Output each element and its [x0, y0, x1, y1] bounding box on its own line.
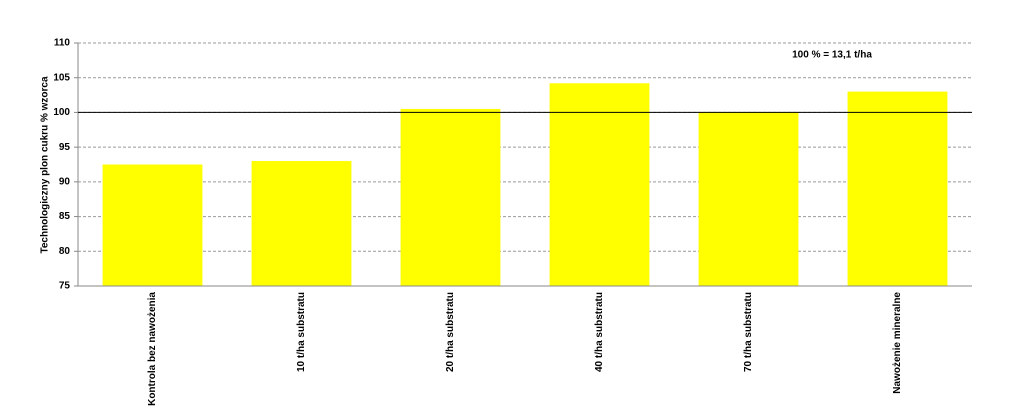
annotation: 100 % = 13,1 t/ha — [792, 50, 872, 61]
y-tick-label: 90 — [59, 176, 71, 187]
y-tick-label: 75 — [59, 281, 71, 292]
y-tick-label: 105 — [53, 72, 70, 83]
y-axis-label: Technologiczny plon cukru % wzorca — [40, 76, 51, 253]
y-tick-label: 80 — [59, 246, 71, 257]
x-tick-label: 40 t/ha substratu — [594, 292, 605, 372]
x-tick-label: Nawożenie mineralne — [892, 292, 903, 394]
bar — [847, 91, 948, 286]
y-tick-label: 100 — [53, 107, 70, 118]
y-tick-label: 85 — [59, 211, 71, 222]
x-tick-label: 10 t/ha substratu — [296, 292, 307, 372]
bar — [698, 112, 799, 286]
y-tick-label: 110 — [54, 38, 71, 49]
x-tick-label: 20 t/ha substratu — [445, 292, 456, 372]
x-tick-label: Kontrola bez nawożenia — [147, 292, 158, 406]
bar — [549, 83, 650, 286]
bar — [102, 164, 203, 286]
bar — [400, 108, 501, 286]
y-tick-label: 95 — [59, 142, 71, 153]
bar — [251, 161, 352, 286]
x-tick-label: 70 t/ha substratu — [743, 292, 754, 372]
